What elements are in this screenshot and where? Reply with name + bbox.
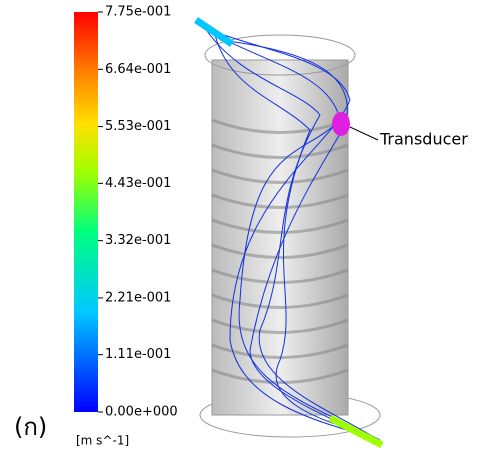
colorbar-tick-label: 1.11e-001: [105, 347, 171, 362]
panel-label: (ก): [14, 413, 47, 441]
annotation: Transducer: [379, 130, 468, 149]
annotation-line: [350, 127, 378, 140]
unit-label: [m s^-1]: [76, 434, 129, 448]
simulation-view: [196, 20, 382, 445]
figure: [m s^-1] (ก) Transducer 7.75e-001 6.64e-0…: [0, 0, 491, 457]
colorbar-tick-label: 7.75e-001: [105, 5, 171, 20]
cylinder: [212, 60, 348, 415]
colorbar-gradient: [74, 12, 98, 412]
colorbar-tick-label: 3.32e-001: [105, 233, 171, 248]
colorbar-tick-label: 4.43e-001: [105, 176, 171, 191]
outlet-pipe: [330, 418, 382, 445]
colorbar: [74, 12, 98, 412]
transducer: [332, 112, 350, 136]
colorbar-tick-label: 0.00e+000: [105, 405, 178, 420]
colorbar-tick-label: 2.21e-001: [105, 290, 171, 305]
colorbar-tick-label: 5.53e-001: [105, 119, 171, 134]
colorbar-tick-label: 6.64e-001: [105, 62, 171, 77]
